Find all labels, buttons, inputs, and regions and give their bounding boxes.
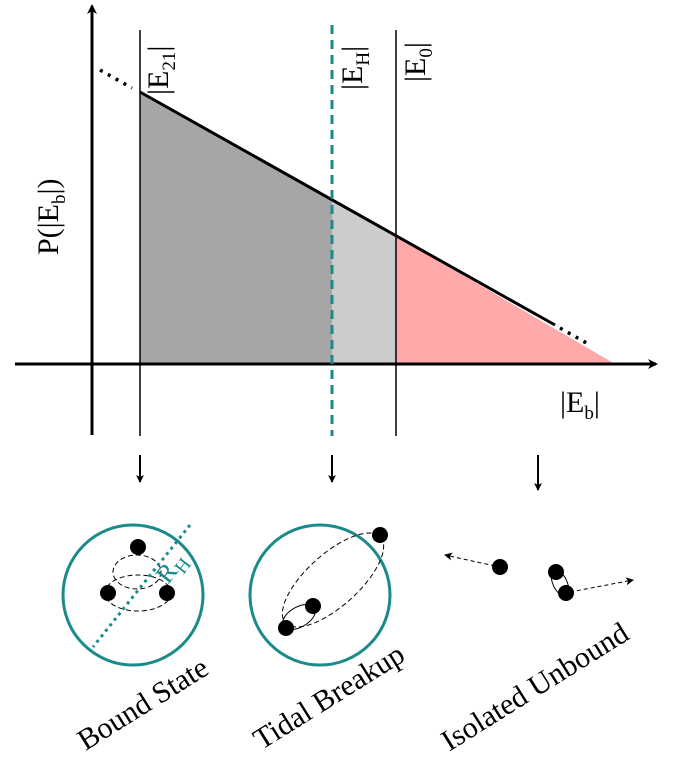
arrows <box>136 455 542 491</box>
marker-label: |E21| <box>142 46 180 95</box>
bound-region <box>140 92 332 364</box>
line-extension <box>99 68 133 90</box>
panel-label: Isolated Unbound <box>435 616 634 757</box>
isolated-unbound-panel <box>444 552 634 601</box>
tidal-breakup-panel <box>248 523 392 667</box>
panel-label: Bound State <box>72 651 215 757</box>
distribution-line <box>139 90 556 327</box>
bound-state-panel: RH <box>61 523 205 667</box>
marker-label: |E0| <box>399 42 437 82</box>
line-extension <box>559 326 591 347</box>
breakup-region <box>332 200 396 364</box>
marker-label: |EH| <box>336 46 374 90</box>
y-axis-label: P(|Eb|) <box>32 178 70 255</box>
panel-label: Tidal Breakup <box>248 638 411 757</box>
x-axis-label: |Eb| <box>560 386 600 424</box>
